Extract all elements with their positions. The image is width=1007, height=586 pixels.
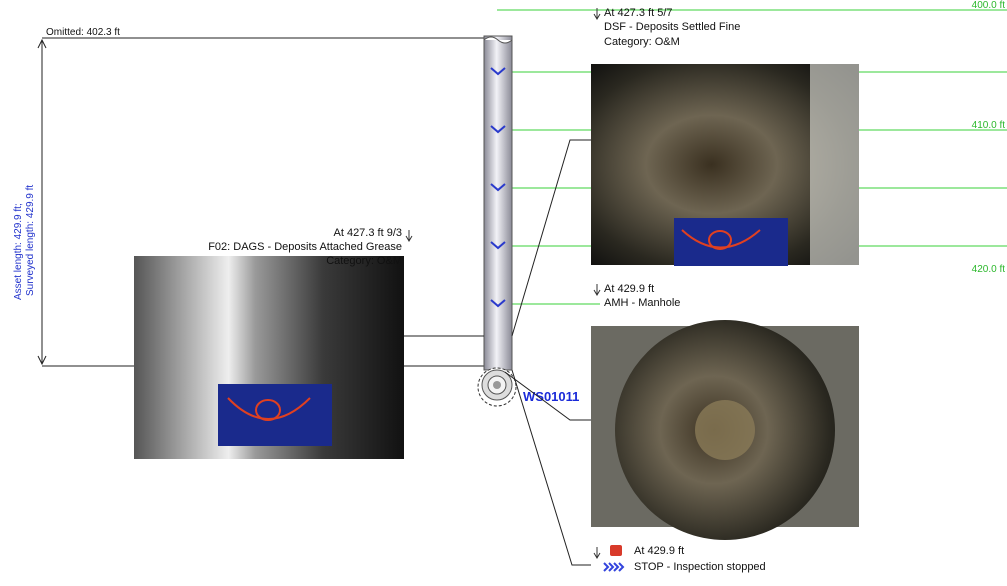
observation-position: At 429.9 ft [634, 545, 684, 557]
observation-code: STOP - Inspection stopped [634, 561, 766, 573]
manhole-id: WS01011 [523, 389, 579, 404]
photo [591, 320, 859, 540]
observation: At 429.9 ft AMH - Manhole [604, 283, 680, 309]
asset-length: Asset length: 429.9 ft; [13, 203, 24, 300]
observation-category: Category: O&M [604, 36, 680, 48]
photo [134, 256, 404, 459]
observation: At 429.9 ft STOP - Inspection stopped [603, 545, 766, 573]
surveyed-length: Surveyed length: 429.9 ft [25, 185, 36, 296]
observation: At 427.3 ft 5/7 DSF - Deposits Settled F… [604, 7, 740, 48]
observation-category: Category: O&M [326, 255, 402, 267]
omitted-label: Omitted: 402.3 ft [46, 27, 120, 38]
pipe: WS01011 [477, 35, 579, 407]
photo [591, 64, 859, 266]
observation-position: At 427.3 ft 9/3 [334, 227, 403, 239]
observation-code: F02: DAGS - Deposits Attached Grease [208, 241, 402, 253]
direction-marks [405, 8, 601, 559]
scale-label: 400.0 ft [972, 0, 1006, 11]
leaders [404, 139, 591, 566]
observation-code: DSF - Deposits Settled Fine [604, 21, 740, 33]
scale-label: 420.0 ft [972, 264, 1006, 275]
observation-position: At 429.9 ft [604, 283, 654, 295]
scale-label: 410.0 ft [972, 120, 1006, 131]
length-dimension: Omitted: 402.3 ft Asset length: 429.9 ft… [13, 27, 484, 367]
observation: At 427.3 ft 9/3 F02: DAGS - Deposits Att… [208, 227, 402, 267]
observation-code: AMH - Manhole [604, 297, 680, 309]
observation-position: At 427.3 ft 5/7 [604, 7, 673, 19]
